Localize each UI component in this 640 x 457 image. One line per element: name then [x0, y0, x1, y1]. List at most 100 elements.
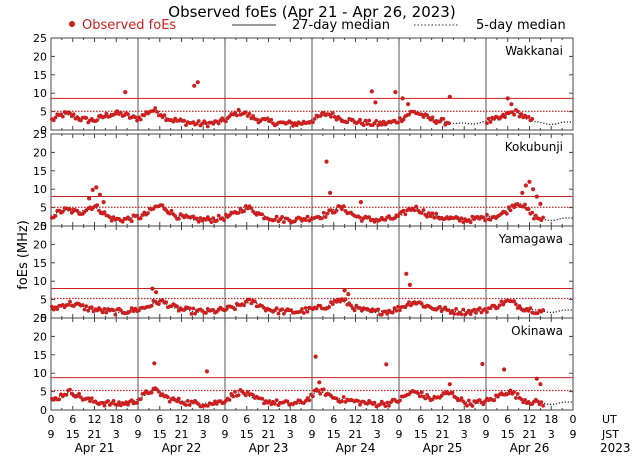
observed-point	[535, 399, 540, 404]
observed-point	[423, 396, 428, 401]
observed-point	[135, 213, 140, 218]
observed-point	[485, 310, 489, 314]
observed-point	[454, 307, 458, 311]
jst-tick-label: 3	[548, 428, 555, 441]
observed-point-high	[328, 190, 333, 195]
observed-point	[175, 304, 179, 309]
jst-tick-label: 9	[309, 428, 316, 441]
observed-point-high	[94, 185, 99, 190]
observed-point	[109, 218, 114, 223]
observed-point	[323, 215, 328, 219]
observed-point	[111, 308, 116, 313]
observed-point	[372, 400, 377, 405]
jst-tick-label: 15	[327, 428, 341, 441]
observed-point	[452, 312, 457, 316]
observed-point	[53, 115, 58, 120]
observed-point	[439, 393, 444, 398]
station-label: Wakkanai	[505, 44, 563, 58]
observed-point	[120, 219, 125, 224]
observed-point-high	[192, 83, 197, 88]
observed-point	[437, 304, 442, 309]
observed-point	[425, 393, 429, 397]
observed-point	[358, 215, 362, 220]
observed-point	[95, 118, 100, 122]
y-tick-label: 20	[33, 238, 47, 251]
ut-tick-label: 12	[436, 413, 450, 426]
observed-point-high	[406, 102, 411, 107]
observed-point-high	[534, 376, 539, 381]
observed-point-high	[400, 96, 405, 101]
observed-point	[492, 398, 497, 403]
observed-point	[459, 216, 464, 221]
observed-point	[242, 209, 246, 214]
observed-point	[416, 391, 420, 396]
observed-point	[434, 211, 439, 216]
observed-point	[138, 117, 143, 122]
observed-point	[330, 111, 335, 115]
observed-point	[417, 394, 422, 399]
observed-point	[414, 204, 419, 209]
observed-point	[501, 302, 506, 307]
observed-point	[164, 300, 169, 305]
observed-point-high	[313, 354, 318, 359]
observed-point	[401, 208, 406, 213]
observed-point-high	[393, 90, 398, 95]
observed-point	[176, 217, 181, 221]
observed-point-high	[346, 292, 351, 297]
observed-point	[320, 216, 324, 221]
observed-point	[68, 111, 72, 116]
observed-point	[512, 390, 516, 394]
day-label: Apr 23	[249, 441, 289, 455]
observed-point	[303, 218, 308, 223]
observed-point	[446, 308, 451, 312]
observed-point	[365, 401, 370, 406]
observed-point	[204, 121, 208, 125]
jst-tick-label: 3	[461, 428, 468, 441]
observed-point	[305, 309, 310, 314]
observed-point	[253, 299, 257, 304]
y-tick-label: 25	[33, 128, 47, 141]
observed-point	[528, 306, 533, 311]
observed-point	[376, 123, 381, 128]
observed-point	[227, 213, 232, 218]
observed-point	[129, 219, 134, 224]
observed-point	[129, 398, 134, 402]
observed-point	[222, 218, 227, 223]
day-label: Apr 21	[75, 441, 115, 455]
observed-point	[359, 219, 364, 223]
observed-point	[75, 115, 80, 119]
observed-point	[187, 403, 192, 407]
observed-point	[532, 216, 536, 221]
observed-point	[316, 388, 321, 393]
observed-point	[403, 212, 408, 217]
observed-point	[329, 114, 333, 119]
jst-tick-label: 15	[501, 428, 515, 441]
observed-point	[526, 309, 531, 313]
jst-tick-label: 3	[113, 428, 120, 441]
observed-point	[466, 308, 471, 313]
observed-point	[330, 302, 335, 306]
observed-point	[79, 118, 83, 123]
observed-point	[236, 107, 241, 112]
observed-point	[485, 121, 489, 126]
observed-point	[156, 389, 161, 394]
legend-marker-observed	[69, 21, 75, 27]
observed-point	[311, 120, 315, 125]
observed-point	[459, 396, 464, 400]
observed-point	[243, 110, 248, 114]
observed-point	[407, 300, 411, 304]
observed-point	[204, 311, 208, 315]
observed-point	[285, 399, 290, 404]
observed-point	[267, 399, 272, 403]
observed-point	[314, 306, 319, 311]
observed-point	[311, 394, 315, 399]
y-tick-label: 10	[33, 87, 47, 100]
observed-point	[104, 111, 109, 116]
ut-tick-label: 12	[88, 413, 102, 426]
observed-point	[117, 400, 121, 405]
ut-tick-label: 18	[457, 413, 471, 426]
observed-point	[396, 120, 400, 125]
observed-point	[515, 109, 520, 114]
observed-point	[398, 398, 402, 403]
observed-point	[340, 399, 344, 404]
